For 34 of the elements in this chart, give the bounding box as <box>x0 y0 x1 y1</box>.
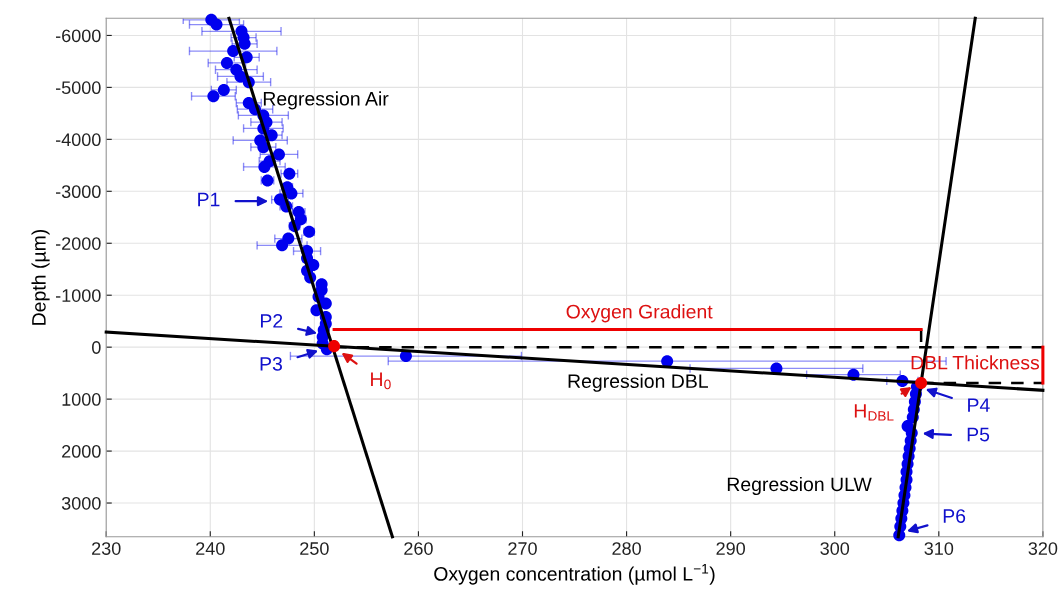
annotation: H$_{0}$ <box>371 372 391 390</box>
y-tick-label: 3000 <box>61 496 101 510</box>
x-axis-title: Oxygen concentration (µmol L$^{−1}$) <box>434 564 715 585</box>
y-tick-label: 2000 <box>62 445 101 458</box>
annotation: H$_{DBL}$ <box>854 404 894 421</box>
annotation: Regression ULW <box>727 476 872 496</box>
x-tick-label: 280 <box>612 542 641 555</box>
y-axis-title: Depth (µm) <box>31 229 50 325</box>
y-tick-label: -4000 <box>55 133 101 147</box>
y-tick-label: -3000 <box>55 185 101 199</box>
annotation: P1 <box>198 192 220 207</box>
annotation: Regression Air <box>263 91 389 110</box>
y-tick-label: -6000 <box>55 29 101 43</box>
y-tick-label: 0 <box>92 341 101 354</box>
y-tick-label: -5000 <box>55 81 101 95</box>
x-tick-label: 290 <box>716 542 746 555</box>
x-tick-label: 230 <box>92 542 121 555</box>
x-tick-label: 310 <box>924 542 954 555</box>
x-tick-label: 270 <box>508 542 537 555</box>
annotation: P2 <box>261 314 283 328</box>
annotation: P5 <box>967 427 990 442</box>
annotation: P4 <box>968 398 990 412</box>
y-tick-label: 1000 <box>62 393 101 406</box>
x-tick-label: 300 <box>820 542 850 555</box>
annotation: Regression DBL <box>568 373 708 392</box>
x-tick-label: 250 <box>300 542 329 555</box>
x-tick-label: 320 <box>1028 542 1058 555</box>
y-tick-label: -1000 <box>55 289 101 302</box>
annotation: P6 <box>943 509 966 523</box>
annotation: P3 <box>260 357 282 371</box>
x-tick-label: 260 <box>404 542 433 555</box>
y-tick-label: -2000 <box>55 237 101 250</box>
annotation: Oxygen Gradient <box>566 304 713 323</box>
x-tick-label: 240 <box>196 542 225 555</box>
